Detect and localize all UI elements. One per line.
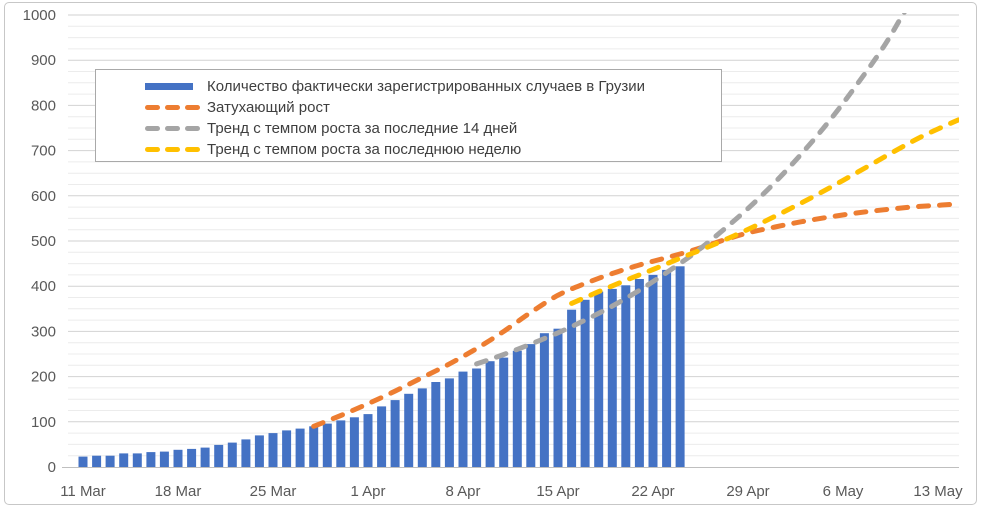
- bar: [214, 444, 224, 467]
- y-axis-label: 0: [48, 459, 56, 476]
- bar: [146, 452, 156, 467]
- x-axis-labels: 11 Mar 18 Mar 25 Mar 1 Apr 8 Apr 15 Apr 22 Apr…: [60, 483, 963, 500]
- legend-item-trend-14-days: Тренд с темпом роста за последние 14 дне…: [145, 118, 721, 139]
- bar: [444, 378, 454, 467]
- bar: [173, 449, 183, 467]
- bar: [472, 368, 482, 467]
- x-axis-label: 1 Apr: [350, 483, 385, 500]
- bar: [390, 400, 400, 467]
- bar: [78, 456, 88, 467]
- legend-label-trend-week: Тренд с темпом роста за последнюю неделю: [207, 141, 522, 158]
- bar: [349, 417, 359, 467]
- legend-item-damped-growth: Затухающий рост: [145, 97, 721, 118]
- bar: [458, 371, 468, 467]
- y-axis-label: 700: [31, 143, 56, 160]
- y-axis-labels: 0 100 200 300 400 500 600 700 800 900 1000: [23, 7, 56, 476]
- bar: [187, 448, 197, 467]
- bar: [417, 388, 427, 467]
- bar: [553, 328, 563, 467]
- bar: [200, 447, 210, 467]
- bar: [132, 453, 142, 467]
- legend-swatch-zone: [145, 126, 200, 131]
- bar: [539, 333, 549, 467]
- bar: [268, 433, 278, 467]
- y-axis-label: 300: [31, 323, 56, 340]
- legend-swatch-zone: [145, 147, 200, 152]
- bar: [159, 451, 169, 467]
- y-axis-label: 100: [31, 414, 56, 431]
- bar: [322, 423, 332, 467]
- legend-label-damped-growth: Затухающий рост: [207, 99, 330, 116]
- bar: [512, 350, 522, 467]
- y-axis-label: 1000: [23, 7, 56, 24]
- x-axis-label: 18 Mar: [155, 483, 202, 500]
- bar: [254, 435, 264, 467]
- trend-lines: [311, 13, 959, 429]
- bar: [295, 428, 305, 467]
- x-axis-label: 25 Mar: [250, 483, 297, 500]
- chart-legend: Количество фактически зарегистрированных…: [95, 69, 722, 162]
- x-axis-label: 29 Apr: [726, 483, 769, 500]
- x-axis-label: 6 May: [823, 483, 864, 500]
- dashed-line-swatch: [145, 147, 200, 152]
- bar: [485, 361, 495, 467]
- bar-series: [78, 266, 685, 467]
- bar: [404, 393, 414, 467]
- bar: [594, 291, 604, 467]
- x-axis-label: 13 May: [913, 483, 963, 500]
- y-axis-label: 900: [31, 52, 56, 69]
- dashed-line-swatch: [145, 105, 200, 110]
- bar: [431, 382, 441, 467]
- trend-line-0: [311, 201, 959, 429]
- bar: [634, 279, 644, 467]
- legend-label-cases: Количество фактически зарегистрированных…: [207, 78, 645, 95]
- bar: [526, 344, 536, 467]
- legend-swatch-zone: [145, 83, 199, 90]
- x-axis-label: 8 Apr: [445, 483, 480, 500]
- y-axis-label: 200: [31, 369, 56, 386]
- bar: [309, 426, 319, 467]
- bar: [241, 439, 251, 467]
- bar: [580, 299, 590, 467]
- bar: [363, 414, 373, 467]
- y-axis-label: 400: [31, 278, 56, 295]
- bar: [567, 309, 577, 467]
- bar: [105, 455, 115, 467]
- y-axis-label: 500: [31, 233, 56, 250]
- bar: [621, 285, 631, 467]
- legend-label-trend-14-days: Тренд с темпом роста за последние 14 дне…: [207, 120, 518, 137]
- bar: [662, 269, 672, 467]
- bar: [282, 430, 292, 467]
- x-axis-label: 15 Apr: [536, 483, 579, 500]
- bar: [675, 266, 685, 467]
- y-axis-label: 600: [31, 188, 56, 205]
- bar: [336, 420, 346, 467]
- dashed-line-swatch: [145, 126, 200, 131]
- trend-line-1: [474, 13, 907, 367]
- legend-swatch-zone: [145, 105, 200, 110]
- trend-line-2: [569, 117, 959, 306]
- bar: [92, 455, 102, 467]
- legend-item-trend-week: Тренд с темпом роста за последнюю неделю: [145, 139, 721, 160]
- legend-item-cases: Количество фактически зарегистрированных…: [145, 76, 721, 97]
- bar: [377, 406, 387, 467]
- bar: [119, 453, 129, 467]
- x-axis-label: 22 Apr: [631, 483, 674, 500]
- bar: [607, 288, 617, 467]
- y-axis-label: 800: [31, 97, 56, 114]
- bar: [499, 357, 509, 467]
- bar: [648, 274, 658, 467]
- bar: [227, 442, 237, 467]
- x-axis-label: 11 Mar: [60, 483, 106, 500]
- bar-series-swatch: [145, 83, 193, 90]
